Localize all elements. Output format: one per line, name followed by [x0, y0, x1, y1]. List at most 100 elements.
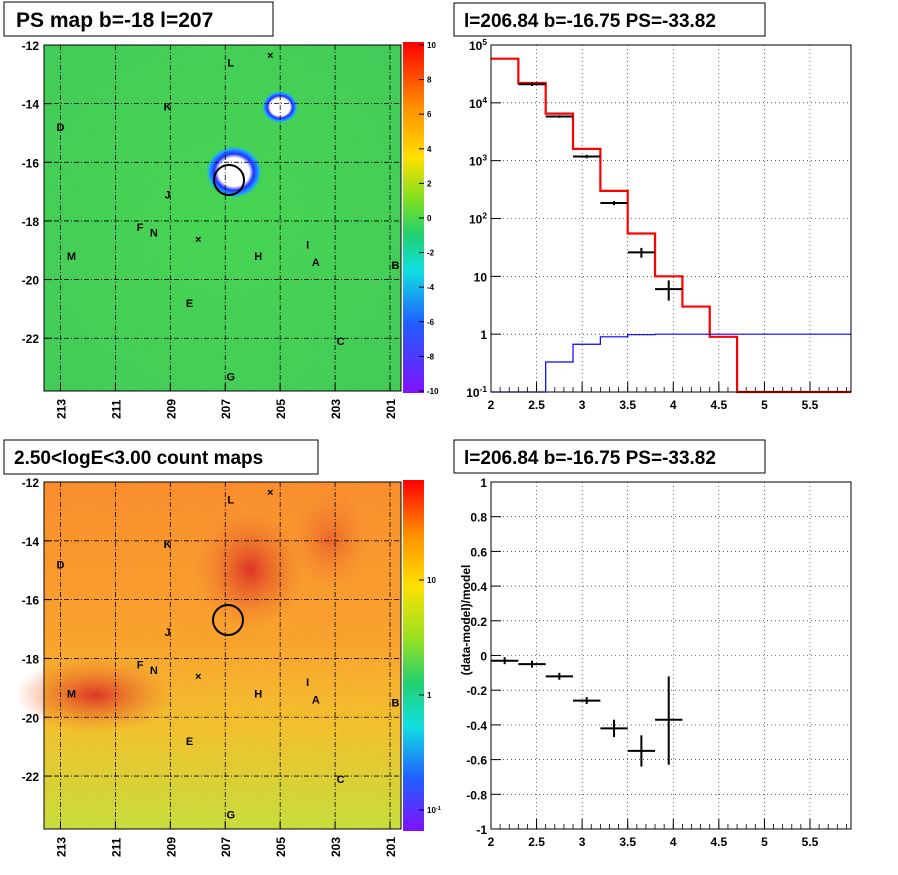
y-tick-label: -1 [476, 823, 487, 837]
y-tick-label: 102 [469, 211, 487, 227]
count-map-source-labels: L K D J F N M H IA B E C G [57, 495, 400, 822]
map-x-tick-label: 203 [329, 837, 343, 857]
spectrum-title: l=206.84 b=-16.75 PS=-33.82 [464, 11, 716, 32]
map-y-tick-label: -12 [22, 476, 40, 490]
ps-colorbar-tick-label: -4 [427, 283, 435, 292]
spectrum-title-box [453, 2, 766, 37]
map-y-tick-label: -20 [22, 274, 40, 288]
map-source-label-N: N [150, 228, 158, 240]
residual-y-axis-label: (data-model)/model [459, 565, 473, 676]
x-tick-label: 5.5 [802, 398, 819, 412]
y-tick-label: 104 [469, 95, 487, 111]
count-map-axes: 213 211 209 207 205 203 201 -12 -14 -16 -18 -20 -22 [22, 476, 398, 857]
x-tick-label: 2 [488, 398, 495, 412]
ps-colorbar-tick-label: -10 [427, 387, 439, 396]
residual-plot: 2 2.5 3 3.5 4 4.5 5 5.5 1 0.8 0.6 0.4 0.2 0 -0.2 -0.4 -0… [466, 476, 852, 849]
count-map-source-label-D: D [57, 559, 65, 571]
ps-colorbar-tick-label: 10 [427, 41, 436, 50]
map-source-label-M: M [67, 251, 76, 263]
ps-map-roi-circle [213, 164, 245, 196]
y-tick-label: 105 [469, 37, 487, 53]
count-colorbar-tick-label: 10-1 [427, 806, 441, 815]
count-colorbar-tick-label: 10 [427, 576, 436, 585]
ps-map-noise [44, 45, 401, 391]
count-map-colorbar [403, 480, 424, 831]
residual-title-box [453, 439, 766, 474]
map-y-tick-label: -14 [22, 535, 40, 549]
data-point [600, 719, 628, 738]
map-source-label-J: J [165, 190, 171, 202]
map-source-label-B: B [392, 260, 400, 272]
count-map-source-label-F: F [137, 659, 144, 671]
ps-map-source-halo [206, 146, 262, 198]
map-y-tick-label: -16 [22, 594, 40, 608]
count-map-colorbar-ticks: 10 1 10-1 [419, 576, 441, 815]
data-point [573, 697, 601, 705]
plot-frame [490, 44, 852, 393]
series-step-line-0 [491, 57, 851, 394]
x-tick-label: 5.5 [802, 835, 819, 849]
map-x-tick-label: 203 [329, 399, 343, 419]
residual-title: l=206.84 b=-16.75 PS=-33.82 [464, 448, 716, 469]
count-map-noise [44, 482, 401, 829]
x-tick-label: 4.5 [711, 835, 728, 849]
x-tick-label: 2.5 [528, 398, 545, 412]
data-point [491, 657, 519, 665]
y-tick-label: 10-1 [466, 384, 487, 400]
x-tick-label: 3 [579, 398, 586, 412]
map-x-tick-label: 201 [384, 399, 398, 419]
count-map-source-label-G: G [226, 809, 235, 821]
map-x-tick-label: 205 [274, 399, 288, 419]
map-x-tick-label: 209 [164, 837, 178, 857]
y-tick-label: 0.6 [470, 545, 487, 559]
y-tick-label: 103 [469, 153, 487, 169]
ps-colorbar-tick-label: -6 [427, 318, 435, 327]
y-tick-label: 0.4 [470, 580, 487, 594]
map-source-label-D: D [57, 122, 65, 134]
count-map-x-marker: × [267, 487, 273, 499]
map-y-tick-label: -22 [22, 332, 40, 346]
map-source-label-C: C [337, 336, 345, 348]
count-map-source-label-M: M [67, 689, 76, 701]
data-point [600, 201, 628, 206]
map-source-label-E: E [186, 298, 193, 310]
count-map-title-box [3, 439, 319, 475]
x-tick-label: 4 [670, 835, 677, 849]
ps-colorbar-tick-label: 0 [427, 214, 432, 223]
map-source-label-G: G [226, 371, 235, 383]
map-y-tick-label: -18 [22, 215, 40, 229]
x-tick-label: 2.5 [528, 835, 545, 849]
spectrum-panel: l=206.84 b=-16.75 PS=-33.82 2 2.5 3 3.5 4 4.5… [453, 2, 852, 412]
map-y-tick-label: -18 [22, 652, 40, 666]
map-x-tick-label: 213 [54, 837, 68, 857]
map-source-label-A: A [312, 257, 320, 269]
y-tick-label: 1 [480, 476, 487, 490]
data-point [518, 660, 546, 668]
y-tick-label: -0.8 [466, 788, 487, 802]
x-tick-label: 5 [761, 398, 768, 412]
ps-colorbar-tick-label: 6 [427, 110, 432, 119]
x-tick-label: 4 [670, 398, 677, 412]
count-map-source-label-J: J [165, 627, 171, 639]
x-tick-label: 3.5 [619, 398, 636, 412]
data-point [545, 115, 574, 118]
map-y-tick-label: -20 [22, 711, 40, 725]
count-map-roi-circle [212, 604, 244, 636]
count-map-source-label-A: A [312, 695, 320, 707]
map-y-tick-label: -14 [22, 98, 40, 112]
ps-colorbar-tick-label: 4 [427, 145, 432, 154]
data-point [655, 280, 683, 301]
ps-map-x-marker: × [267, 50, 273, 62]
series-step-line-1 [491, 333, 851, 393]
count-map-source-label-C: C [337, 774, 345, 786]
data-point [627, 735, 656, 767]
ps-colorbar-tick-label: 2 [427, 179, 432, 188]
data-point [545, 672, 574, 680]
map-source-label-I: I [306, 239, 309, 251]
ps-map-x-marker: × [195, 234, 201, 246]
count-map-title: 2.50<logE<3.00 count maps [14, 448, 263, 469]
x-tick-label: 3.5 [619, 835, 636, 849]
map-x-tick-label: 207 [219, 837, 233, 857]
count-map-x-marker: × [195, 671, 201, 683]
